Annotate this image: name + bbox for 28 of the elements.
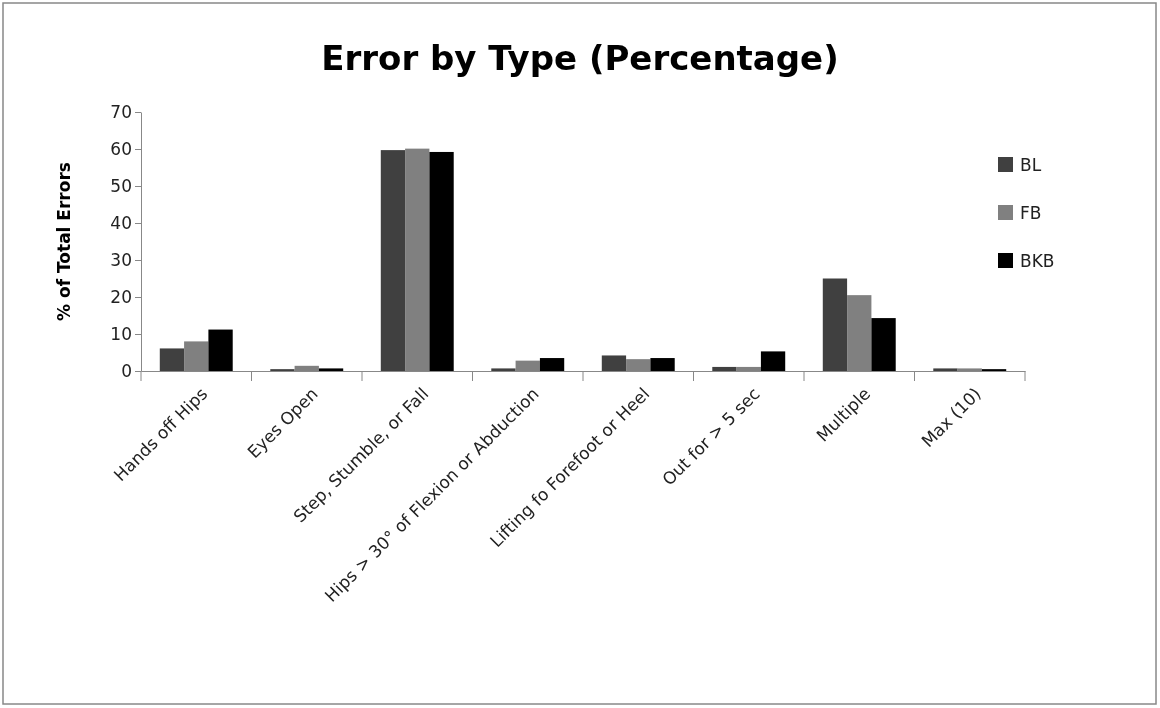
bar (539, 358, 565, 371)
bar (491, 368, 516, 371)
y-tick-label: 50 (110, 175, 132, 196)
y-tick-label: 0 (121, 360, 132, 381)
bar (429, 151, 454, 371)
y-tick-label: 10 (110, 323, 132, 344)
legend-label: BL (1020, 155, 1042, 175)
x-tick-label: Out for > 5 sec (658, 383, 764, 490)
bar (760, 351, 786, 371)
bar (650, 358, 675, 371)
y-tick-label: 30 (110, 249, 132, 270)
y-tick-label: 40 (110, 212, 132, 233)
bar (933, 368, 958, 371)
bar (380, 150, 406, 371)
y-tick-label: 60 (110, 138, 132, 159)
y-tick-label: 20 (110, 286, 132, 307)
bar (159, 348, 185, 371)
bar (318, 368, 344, 371)
bar (208, 329, 233, 371)
y-tick-label: 70 (110, 101, 132, 122)
y-axis-title: % of Total Errors (54, 162, 74, 321)
legend-label: FB (1020, 203, 1042, 223)
bar (712, 366, 737, 371)
legend-label: BKB (1020, 251, 1055, 271)
bar (871, 318, 896, 371)
bar (822, 278, 848, 371)
bar (601, 355, 627, 371)
chart-title: Error by Type (Percentage) (321, 38, 839, 78)
